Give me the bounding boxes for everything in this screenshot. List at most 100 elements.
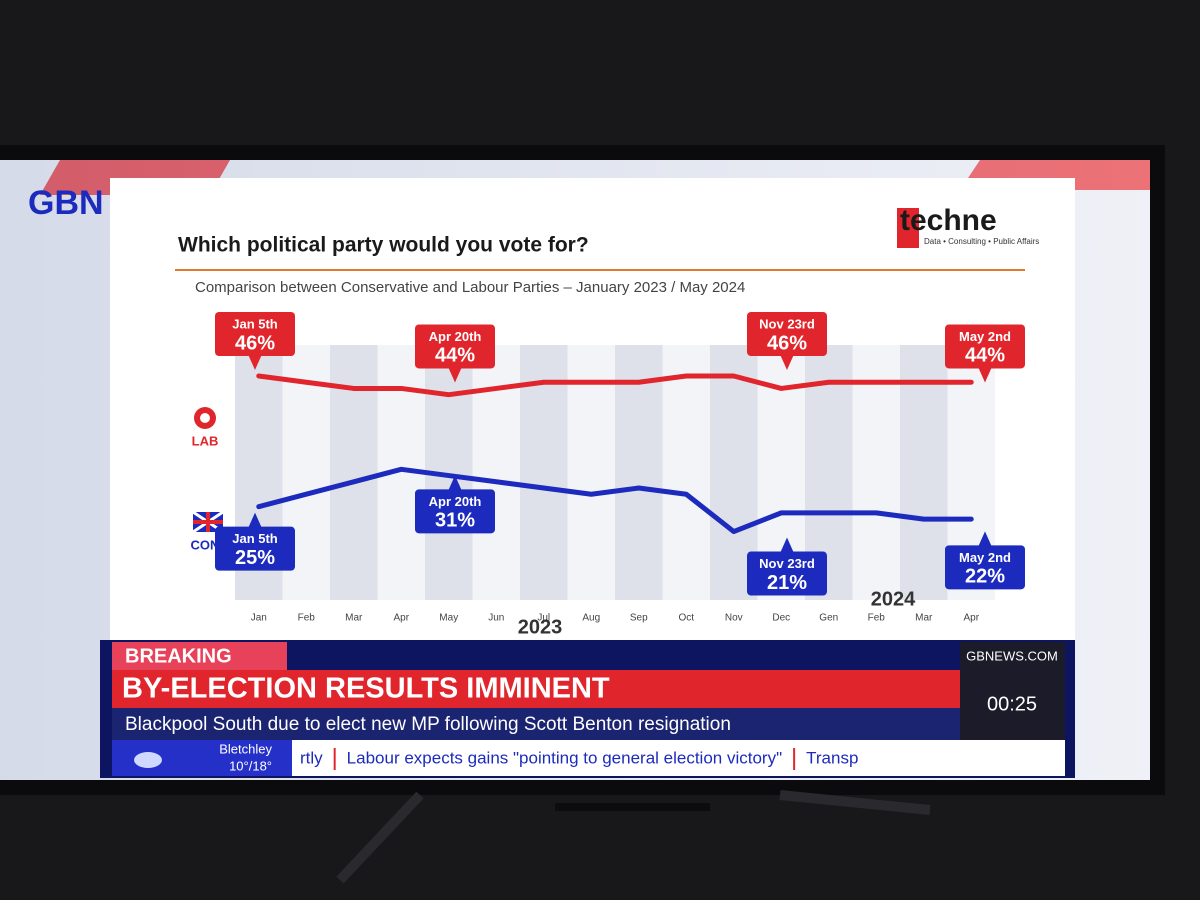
annotation-label: 46% (767, 332, 807, 354)
strap-bar (112, 708, 960, 740)
annotation-pointer (447, 475, 463, 494)
column-band (662, 345, 710, 600)
column-band (520, 345, 568, 600)
annotation-label: 44% (435, 345, 475, 367)
annotation-date: Jan 5th (232, 531, 278, 546)
tv-stand-base (555, 803, 710, 811)
chart-title: Which political party would you vote for… (178, 234, 589, 257)
ticker-item: rtly (300, 748, 323, 767)
annotation-label: 46% (235, 332, 275, 354)
x-tick-label: Mar (345, 613, 363, 624)
chart-subtitle: Comparison between Conservative and Labo… (195, 279, 745, 296)
headline-bar (112, 670, 960, 708)
annotation-pointer (447, 364, 463, 383)
annotation-label: 44% (965, 345, 1005, 367)
annotation-date: Apr 20th (429, 494, 482, 509)
weather-place: Bletchley (219, 741, 272, 756)
website: GBNEWS.COM (966, 648, 1058, 663)
headline: BY-ELECTION RESULTS IMMINENT (122, 673, 610, 705)
column-band (852, 345, 900, 600)
brand-mark (897, 208, 919, 248)
annotation-label: 31% (435, 510, 475, 532)
x-tick-label: Apr (963, 613, 979, 624)
annotation-bubble (945, 324, 1025, 369)
x-tick-label: Feb (868, 613, 886, 624)
column-band (472, 345, 520, 600)
ticker-item: Labour expects gains "pointing to genera… (347, 748, 782, 767)
ticker-item: Transp (806, 748, 858, 767)
annotation-date: May 2nd (959, 550, 1011, 565)
weather-icon (134, 752, 162, 768)
x-tick-label: Feb (298, 613, 316, 624)
annotation-date: Jan 5th (232, 316, 278, 331)
con-flag-icon (193, 512, 223, 532)
lab-rose-icon (200, 413, 210, 423)
annotation-date: Nov 23rd (759, 556, 815, 571)
x-tick-label: Jan (251, 613, 267, 624)
strap: Blackpool South due to elect new MP foll… (125, 714, 731, 735)
annotation-date: Apr 20th (429, 329, 482, 344)
series-line (256, 466, 974, 535)
annotation-label: 25% (235, 547, 275, 569)
annotation-label: 22% (965, 566, 1005, 588)
annotation-date: May 2nd (959, 329, 1011, 344)
annotation-pointer (779, 352, 795, 370)
legend-label: CON (191, 537, 220, 552)
x-tick-label: Jun (488, 613, 504, 624)
channel-logo: GBN (28, 184, 104, 222)
tv-stand (336, 790, 931, 884)
annotation-bubble (747, 551, 827, 596)
annotation-bubble (415, 489, 495, 534)
clock: 00:25 (987, 693, 1037, 715)
x-tick-label: Dec (772, 613, 790, 624)
x-tick-label: May (439, 613, 458, 624)
x-tick-label: Nov (725, 613, 743, 624)
breaking-label: BREAKING (125, 645, 232, 667)
plot: Jan Feb Mar Apr May Jun Jul Aug Sep Oct Nov Dec Gen F… (191, 312, 1025, 638)
legend-label: LAB (192, 433, 219, 448)
annotation-bubble (215, 526, 295, 571)
column-band (330, 345, 378, 600)
column-band (615, 345, 663, 600)
website-box (960, 642, 1065, 670)
annotation-pointer (977, 364, 993, 383)
year-label: 2023 (518, 616, 563, 638)
annotation-pointer (779, 537, 795, 556)
x-tick-label: Aug (582, 613, 600, 624)
x-tick-label: Gen (819, 613, 838, 624)
annotation-pointer (247, 512, 263, 531)
breaking-box (112, 642, 287, 670)
ticker: rtly Labour expects gains "pointing to ge… (300, 748, 858, 770)
clock-box (960, 670, 1065, 740)
x-tick-label: Apr (393, 613, 409, 624)
annotation-label: 21% (767, 572, 807, 594)
annotation-pointer (247, 352, 263, 370)
brand-logo: techne (900, 204, 997, 237)
weather-temp: 10°/18° (229, 758, 272, 773)
x-tick-label: Oct (678, 613, 694, 624)
annotation-bubble (747, 312, 827, 356)
annotation-pointer (977, 531, 993, 550)
annotation-date: Nov 23rd (759, 316, 815, 331)
column-band (567, 345, 615, 600)
annotation-bubble (415, 324, 495, 369)
annotation-bubble (945, 545, 1025, 590)
series-line (256, 373, 974, 398)
x-tick-label: Mar (915, 613, 933, 624)
column-band (900, 345, 948, 600)
year-label: 2024 (871, 588, 916, 610)
x-tick-label: Jul (537, 613, 550, 624)
x-tick-label: Sep (630, 613, 648, 624)
brand-tagline: Data • Consulting • Public Affairs (924, 237, 1039, 246)
annotation-bubble (215, 312, 295, 356)
